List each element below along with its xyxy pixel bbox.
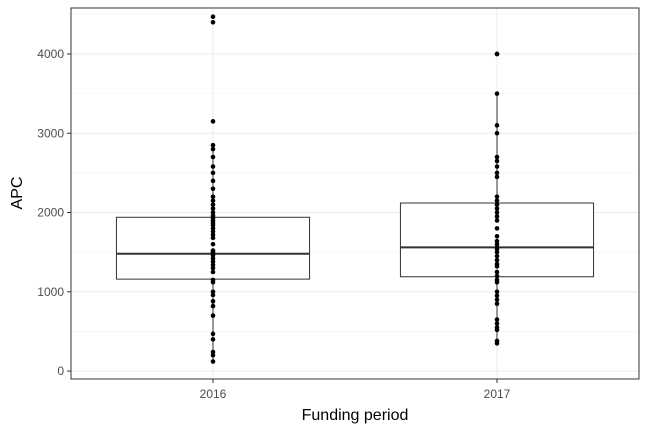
data-point-2017 bbox=[494, 210, 500, 215]
data-point-2017 bbox=[494, 264, 500, 269]
data-point-2017 bbox=[494, 51, 500, 57]
data-point-2016 bbox=[210, 235, 216, 241]
data-point-2017 bbox=[494, 123, 500, 128]
data-point-2016 bbox=[210, 269, 216, 275]
gridlines bbox=[71, 8, 639, 379]
data-point-2017 bbox=[494, 206, 500, 211]
data-point-2016 bbox=[210, 352, 216, 358]
data-point-2016 bbox=[210, 142, 216, 148]
x-axis-title: Funding period bbox=[302, 407, 409, 424]
y-axis-title: APC bbox=[9, 177, 26, 210]
y-tick-label: 2000 bbox=[37, 206, 64, 220]
x-tick-label: 2017 bbox=[484, 387, 511, 401]
data-point-2017 bbox=[494, 301, 500, 306]
data-point-2016 bbox=[210, 262, 216, 268]
panel-border bbox=[70, 7, 640, 380]
data-point-2017 bbox=[494, 246, 500, 252]
data-point-2017 bbox=[494, 234, 500, 239]
data-point-2016 bbox=[210, 198, 216, 203]
data-point-2017 bbox=[494, 241, 500, 247]
data-point-2017 bbox=[494, 327, 500, 333]
data-point-2016 bbox=[210, 292, 216, 298]
data-point-2016 bbox=[210, 259, 216, 264]
data-point-2017 bbox=[494, 293, 500, 299]
data-point-2017 bbox=[494, 317, 500, 322]
data-point-2016 bbox=[210, 299, 216, 304]
data-point-2017 bbox=[494, 194, 500, 199]
data-point-2016 bbox=[210, 256, 216, 261]
data-point-2016 bbox=[210, 154, 216, 160]
data-point-2016 bbox=[210, 164, 216, 169]
panel-background bbox=[71, 8, 639, 379]
data-point-2017 bbox=[494, 214, 500, 219]
data-point-2016 bbox=[210, 229, 216, 234]
data-point-2016 bbox=[210, 331, 216, 337]
data-point-2016 bbox=[210, 232, 216, 238]
y-tick-label: 3000 bbox=[37, 126, 64, 140]
data-point-2017 bbox=[494, 91, 500, 96]
x-tick-label: 2016 bbox=[200, 387, 227, 401]
data-point-2016 bbox=[210, 210, 216, 215]
data-point-2017 bbox=[494, 269, 500, 275]
data-point-2017 bbox=[494, 226, 500, 231]
y-axis: 0 1000 2000 3000 4000 bbox=[37, 47, 71, 378]
data-point-2017 bbox=[494, 218, 500, 223]
data-point-2017 bbox=[494, 249, 500, 255]
data-point-2017 bbox=[494, 273, 500, 279]
data-point-2016 bbox=[210, 19, 216, 25]
data-point-2017 bbox=[494, 321, 500, 326]
data-point-2016 bbox=[210, 289, 216, 295]
data-point-2017 bbox=[494, 238, 500, 244]
data-point-2016 bbox=[210, 222, 216, 228]
point-series bbox=[210, 14, 500, 364]
data-point-2017 bbox=[494, 341, 500, 346]
data-point-2016 bbox=[210, 170, 216, 176]
x-axis: 2016 2017 bbox=[200, 379, 511, 401]
data-point-2016 bbox=[210, 241, 216, 247]
data-point-2017 bbox=[494, 289, 500, 295]
data-point-2017 bbox=[494, 154, 500, 160]
data-point-2016 bbox=[210, 178, 216, 184]
data-point-2016 bbox=[210, 186, 216, 192]
data-point-2016 bbox=[210, 146, 216, 152]
data-point-2016 bbox=[210, 313, 216, 318]
data-point-2017 bbox=[494, 198, 500, 203]
data-point-2016 bbox=[210, 337, 216, 342]
data-point-2016 bbox=[210, 226, 216, 231]
data-point-2017 bbox=[494, 253, 500, 259]
data-point-2017 bbox=[494, 164, 500, 169]
y-tick-label: 1000 bbox=[37, 285, 64, 299]
data-point-2016 bbox=[210, 119, 216, 124]
data-point-2017 bbox=[494, 130, 500, 136]
y-tick-label: 0 bbox=[57, 364, 64, 378]
data-point-2017 bbox=[494, 170, 500, 176]
data-point-2016 bbox=[210, 279, 216, 285]
data-point-2016 bbox=[210, 303, 216, 309]
data-point-2016 bbox=[210, 14, 216, 20]
data-point-2016 bbox=[210, 202, 216, 207]
data-point-2017 bbox=[494, 174, 500, 180]
data-point-2017 bbox=[494, 158, 500, 164]
data-point-2017 bbox=[494, 257, 500, 263]
data-point-2017 bbox=[494, 202, 500, 207]
y-tick-label: 4000 bbox=[37, 47, 64, 61]
data-point-2016 bbox=[210, 206, 216, 211]
data-point-2016 bbox=[210, 349, 216, 355]
data-point-2016 bbox=[210, 265, 216, 271]
data-point-2017 bbox=[494, 297, 500, 303]
data-point-2016 bbox=[210, 253, 216, 258]
data-point-2016 bbox=[210, 194, 216, 199]
data-point-2016 bbox=[210, 359, 216, 364]
data-point-2017 bbox=[494, 279, 500, 285]
